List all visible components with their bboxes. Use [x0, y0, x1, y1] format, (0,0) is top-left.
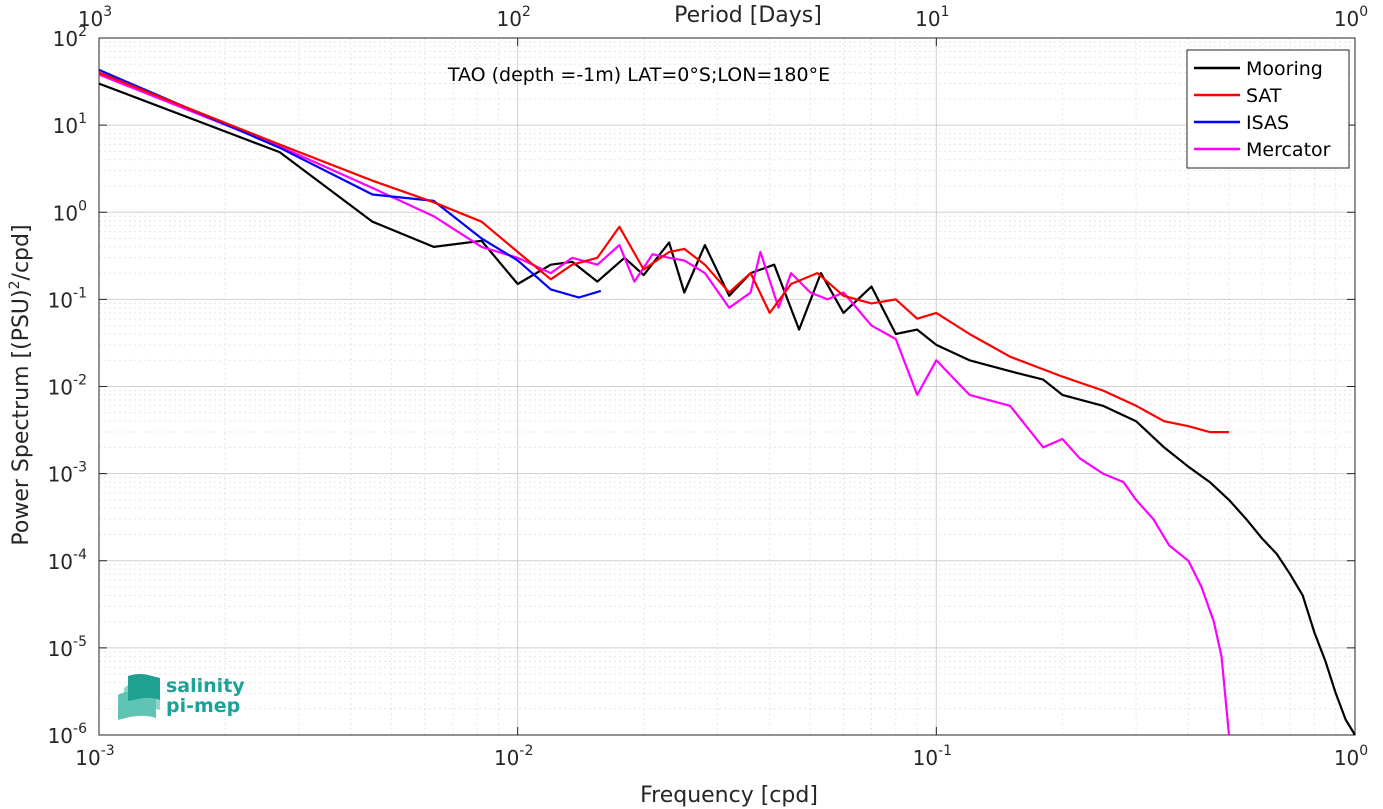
y-axis-label-sup: 2 — [7, 280, 23, 289]
y-tick-label: 10-5 — [48, 634, 87, 661]
y-tick-label-exp: 2 — [78, 24, 87, 40]
x-tick-label-base: 10 — [1334, 746, 1359, 770]
y-axis-label-tail: /cpd] — [9, 224, 34, 280]
x2-tick-label: 102 — [496, 4, 530, 31]
y-tick-label: 10-1 — [48, 285, 87, 312]
x-tick-label-base: 10 — [75, 746, 100, 770]
legend: Mooring SAT ISAS Mercator — [1186, 49, 1350, 169]
series-line-sat — [98, 71, 1229, 434]
x2-tick-label-base: 10 — [915, 7, 940, 31]
x-tick-label-exp: -2 — [519, 743, 533, 759]
y-tick-label-base: 10 — [48, 637, 73, 661]
y-tick-label: 100 — [53, 198, 87, 225]
y-axis-label: Power Spectrum [(PSU)2/cpd] — [7, 224, 34, 545]
logo-line2: pi-mep — [166, 695, 240, 717]
y-tick-label-exp: 1 — [78, 111, 87, 127]
x-axis-label: Frequency [cpd] — [640, 783, 818, 808]
series-layer — [98, 68, 1356, 736]
y-tick-label-base: 10 — [53, 201, 78, 225]
y-tick-label-base: 10 — [48, 724, 73, 748]
y-tick-label-base: 10 — [48, 550, 73, 574]
series-line-mercator — [98, 73, 1231, 736]
x2-tick-label: 103 — [78, 4, 112, 31]
y-tick-label-base: 10 — [48, 376, 73, 400]
y-tick-label: 102 — [53, 24, 87, 51]
x2-tick-label: 100 — [1334, 4, 1368, 31]
x2-tick-label-base: 10 — [78, 7, 103, 31]
x-tick-label: 10-2 — [494, 743, 533, 770]
y-tick-label-exp: 0 — [78, 198, 87, 214]
y-tick-label: 10-6 — [48, 721, 88, 748]
y-tick-label-exp: -2 — [73, 373, 87, 389]
series-line-mooring — [98, 82, 1356, 736]
salinity-pimep-logo: salinity pi-mep — [118, 674, 245, 720]
y-tick-label-exp: -6 — [73, 721, 87, 737]
y-tick-label-exp: -3 — [73, 460, 87, 476]
legend-label-mooring: Mooring — [1246, 58, 1323, 80]
y-tick-label: 10-2 — [48, 373, 87, 400]
y-tick-label: 101 — [53, 111, 87, 138]
y-tick-label-base: 10 — [53, 114, 78, 138]
series-line-isas — [98, 68, 602, 299]
grid — [99, 38, 1355, 735]
x2-tick-label: 101 — [915, 4, 949, 31]
x2-tick-label-exp: 1 — [941, 4, 950, 20]
logo-line1: salinity — [166, 675, 245, 697]
y-tick-label: 10-4 — [48, 547, 88, 574]
x-tick-label: 10-3 — [75, 743, 114, 770]
legend-label-isas: ISAS — [1246, 112, 1289, 134]
x2-tick-label-exp: 0 — [1359, 4, 1368, 20]
y-tick-label-base: 10 — [48, 463, 73, 487]
x2-tick-label-base: 10 — [1334, 7, 1359, 31]
legend-label-sat: SAT — [1246, 85, 1282, 107]
y-tick-label-exp: -4 — [73, 547, 87, 563]
x-tick-label-exp: -3 — [101, 743, 115, 759]
x-tick-label-exp: 0 — [1359, 743, 1368, 759]
y-tick-label: 10-3 — [48, 460, 87, 487]
x2-tick-label-exp: 3 — [103, 4, 112, 20]
x-tick-label-base: 10 — [494, 746, 519, 770]
y-tick-label-base: 10 — [48, 288, 73, 312]
legend-label-mercator: Mercator — [1246, 139, 1331, 161]
y-tick-label-base: 10 — [53, 27, 78, 51]
logo-mark-icon — [118, 674, 160, 720]
y-tick-label-exp: -5 — [73, 634, 87, 650]
x2-axis-label: Period [Days] — [674, 3, 822, 28]
y-axis-label-main: Power Spectrum [(PSU) — [9, 289, 34, 545]
x2-tick-label-exp: 2 — [522, 4, 531, 20]
y-tick-label-exp: -1 — [73, 285, 87, 301]
x-tick-label: 100 — [1334, 743, 1368, 770]
x-tick-label: 10-1 — [913, 743, 952, 770]
x2-tick-label-base: 10 — [496, 7, 521, 31]
x-tick-label-base: 10 — [913, 746, 938, 770]
x-tick-label-exp: -1 — [938, 743, 952, 759]
annotation-text: TAO (depth =-1m) LAT=0°S;LON=180°E — [447, 64, 830, 86]
